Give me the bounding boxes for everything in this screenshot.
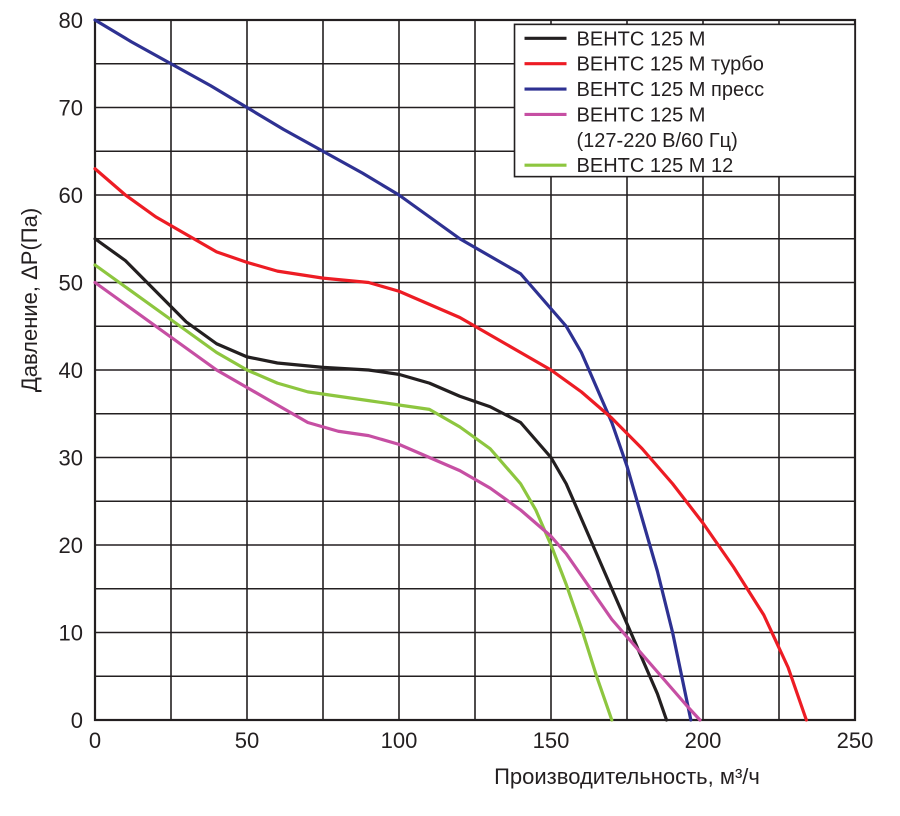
legend-label-s3: ВЕНТС 125 М пресс [577,79,765,101]
y-tick-label: 40 [59,358,83,383]
pressure-flow-chart: 0 50 100 150 200 250 0 10 20 30 40 50 60 70 80 Производ… [0,0,900,816]
y-tick-label: 50 [59,271,83,296]
x-tick-label: 0 [89,728,101,753]
x-tick-label: 150 [533,728,570,753]
y-axis-label: Давление, ΔP(Па) [17,208,42,392]
legend-label-s2: ВЕНТС 125 М турбо [577,54,764,76]
y-tick-label: 70 [59,96,83,121]
x-tick-label: 50 [235,728,259,753]
x-tick-label: 250 [837,728,874,753]
legend: ВЕНТС 125 М ВЕНТС 125 М турбо ВЕНТС 125 М … [515,24,855,177]
y-tick-label: 20 [59,533,83,558]
y-tick-label: 80 [59,8,83,33]
y-tick-label: 30 [59,446,83,471]
legend-label-s1: ВЕНТС 125 М [577,28,706,50]
y-tick-label: 0 [71,708,83,733]
legend-label-s4: ВЕНТС 125 М [577,104,706,126]
legend-label-s4b: (127-220 В/60 Гц) [577,130,738,152]
y-tick-label: 60 [59,183,83,208]
x-tick-label: 100 [381,728,418,753]
y-tick-label: 10 [59,621,83,646]
x-axis-label: Производительность, м³/ч [494,764,760,789]
legend-label-s5: ВЕНТС 125 М 12 [577,155,734,177]
x-tick-label: 200 [685,728,722,753]
